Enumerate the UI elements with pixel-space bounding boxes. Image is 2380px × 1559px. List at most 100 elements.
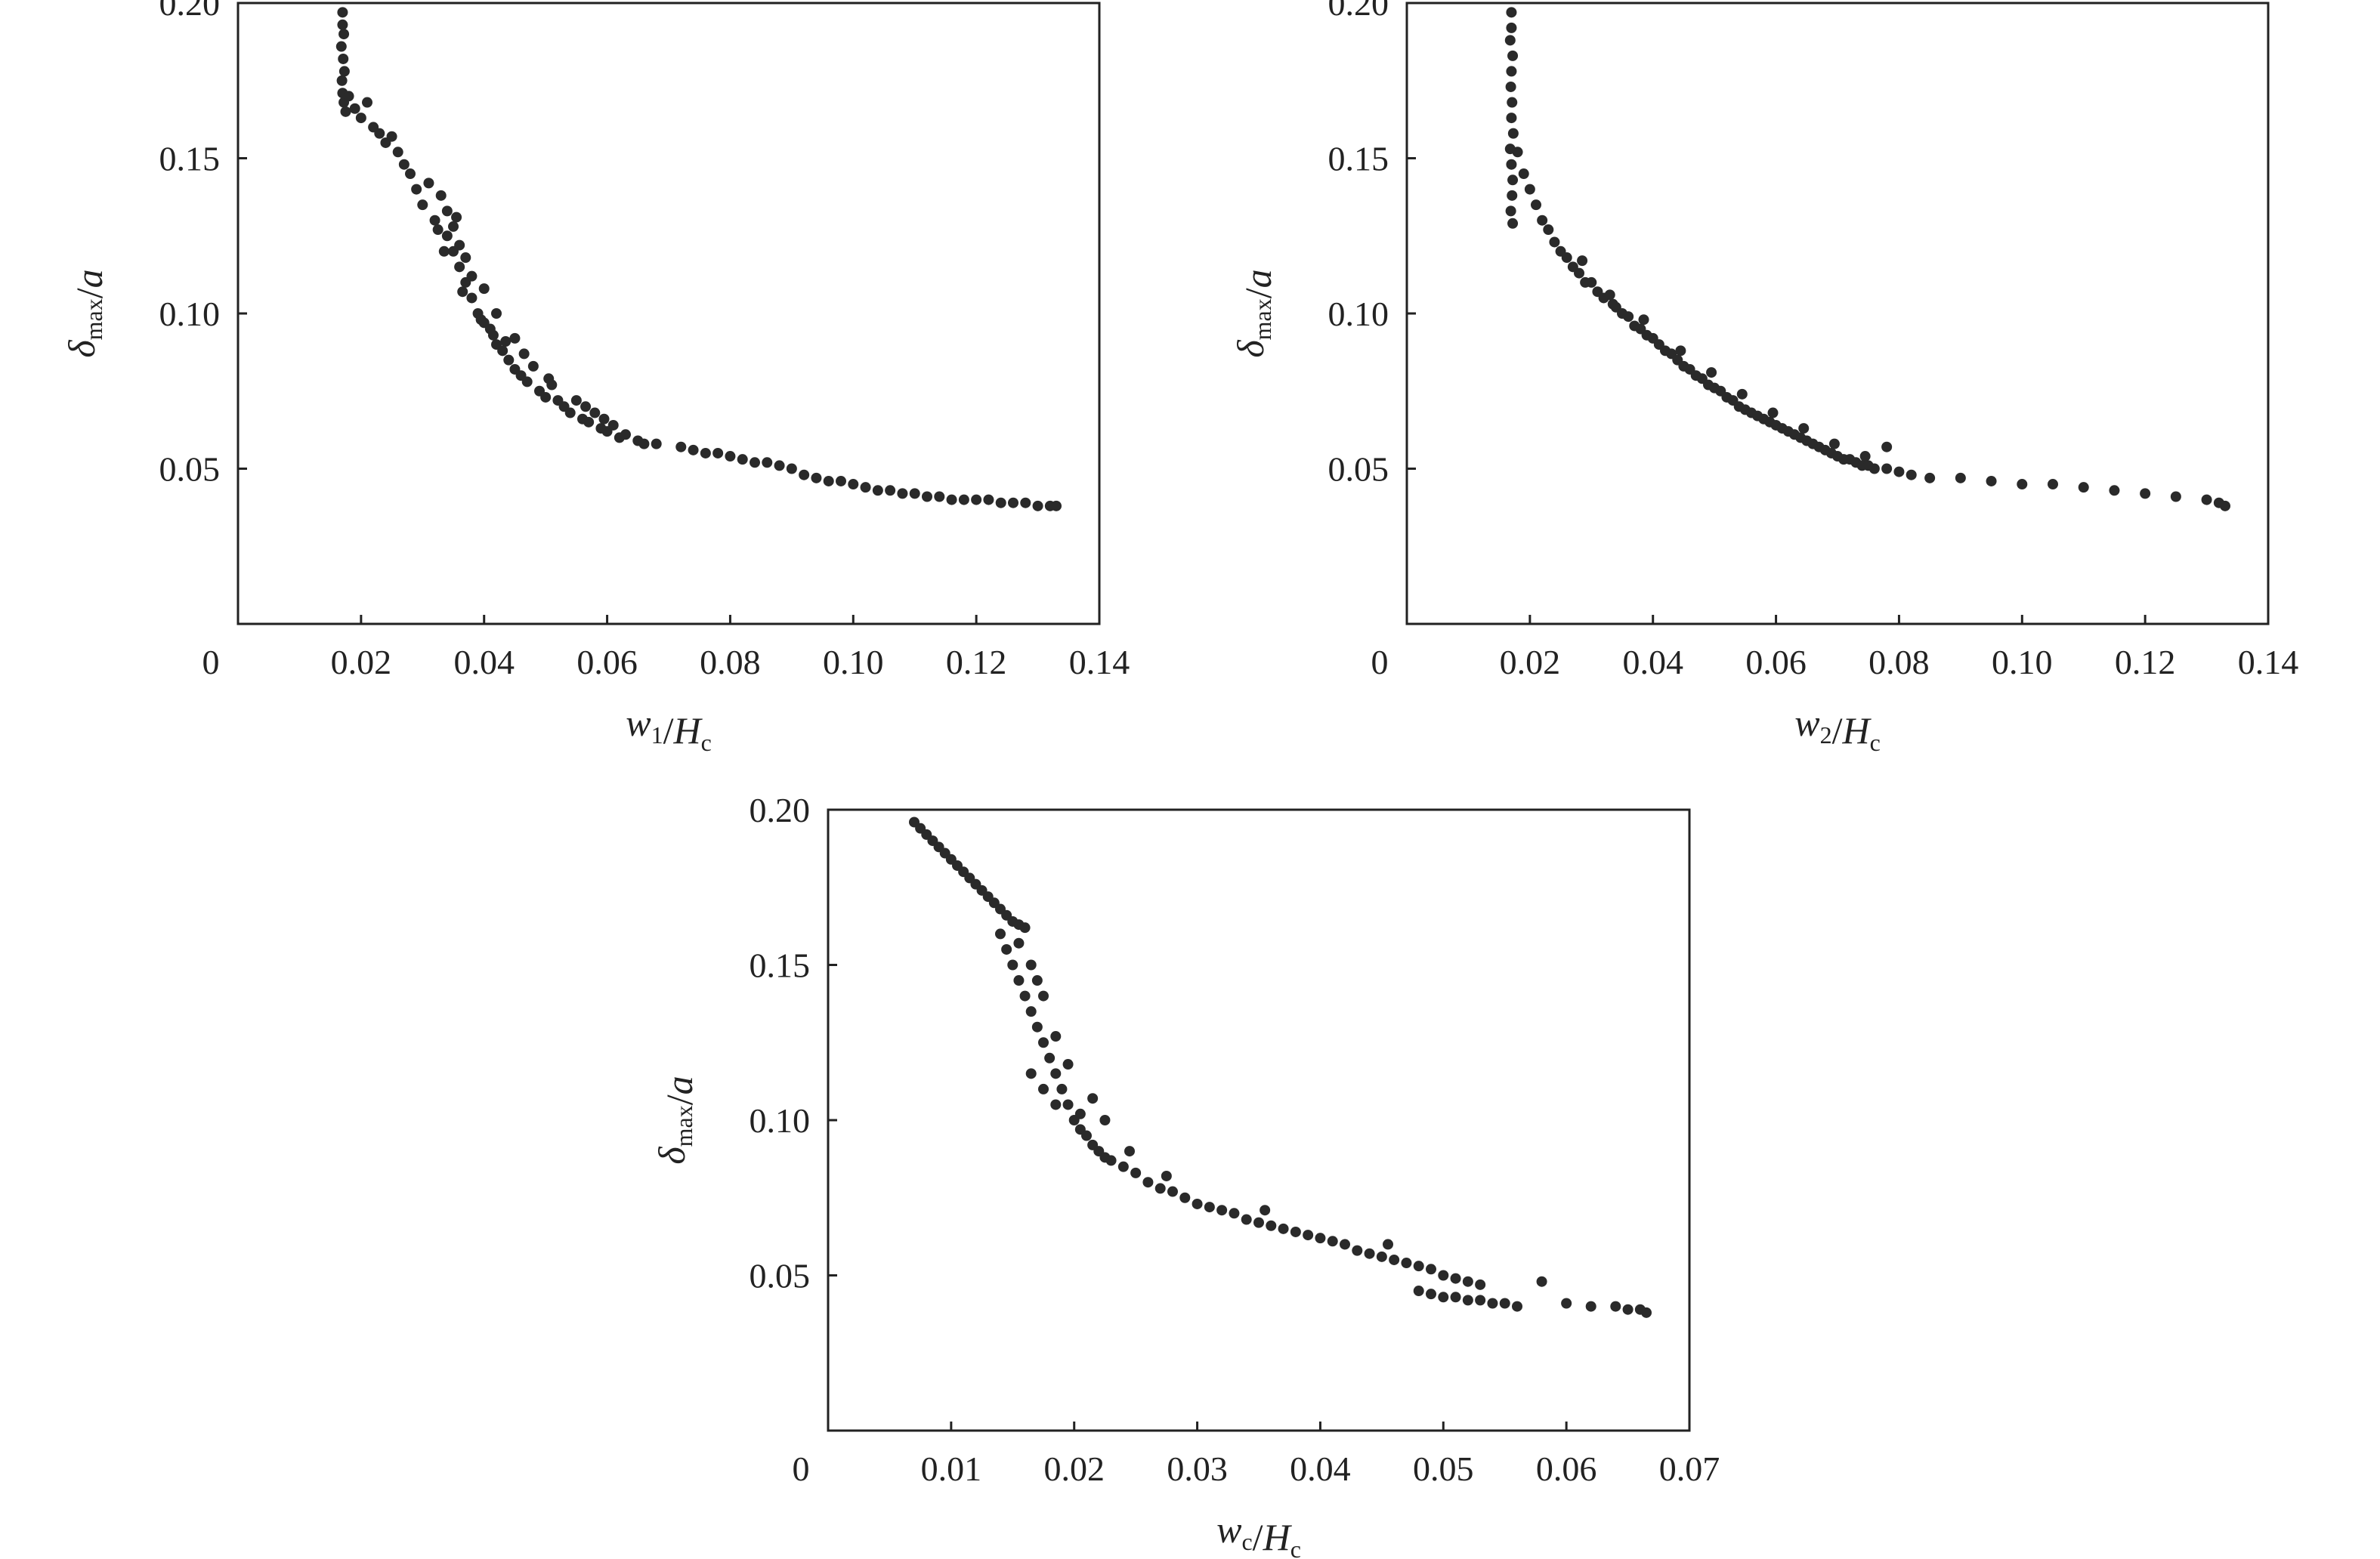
data-point [1505,81,1516,92]
data-point [441,205,453,217]
data-point [1610,1301,1621,1312]
data-point [1192,1198,1203,1209]
data-point [1893,466,1905,477]
data-point [2140,488,2151,499]
y-axis-label: δmax/a [60,269,110,357]
x-tick-label: 0.03 [1167,1449,1228,1488]
data-point [712,447,724,458]
data-point [971,494,982,505]
data-point [475,314,487,326]
data-point [1868,463,1880,474]
data-point [1450,1273,1461,1284]
data-point [1001,943,1012,955]
data-point [337,19,348,30]
data-point [1507,97,1518,108]
data-point [1507,50,1519,61]
data-point [1506,66,1517,77]
data-point [432,224,444,236]
data-point [620,429,631,440]
data-point [374,128,385,139]
data-point [1266,1220,1277,1231]
data-point [1531,199,1541,211]
data-point [521,376,533,387]
data-point [454,261,465,273]
data-point [1574,267,1584,279]
data-point [750,457,760,468]
data-point [454,239,465,251]
data-point [518,348,530,360]
data-point [774,460,785,471]
origin-label: 0 [1371,643,1389,681]
data-point [872,485,883,496]
data-point [1512,1301,1522,1312]
data-point [362,97,372,108]
x-axis-label: w2/Hc [1794,702,1881,756]
y-tick-label: 0.15 [159,140,221,178]
data-point [1505,205,1516,217]
data-point [1025,1068,1037,1079]
data-point [1117,1161,1129,1172]
data-point [457,286,468,298]
data-point [340,106,351,117]
data-point [1179,1192,1191,1203]
data-point [1087,1093,1099,1104]
data-point [1955,472,1966,483]
data-point [500,335,512,347]
data-point [1504,35,1516,46]
data-point [1506,159,1517,170]
data-point [1099,1115,1111,1125]
x-tick-label: 0.12 [946,643,1007,681]
plot-frame [827,808,1691,1432]
x-tick-label: 0.05 [1413,1449,1474,1488]
data-point [700,447,711,458]
data-point [429,215,440,226]
x-tick-label: 0.02 [1500,643,1561,681]
data-point [1130,1167,1142,1178]
data-point [1675,345,1686,357]
data-point [651,438,662,449]
data-point [1798,423,1810,434]
data-point [1426,1264,1436,1275]
data-point [336,75,348,86]
data-point [1506,113,1517,124]
x-axis-label: w1/Hc [626,702,712,756]
y-axis-label: δmax/a [651,1076,700,1164]
data-point [1290,1226,1301,1237]
data-point [1364,1248,1375,1259]
data-point [580,401,592,412]
data-point [337,7,348,18]
data-point [1906,469,1917,480]
x-tick-label: 0.04 [453,643,515,681]
scatter-panel-w1: 0 0.02 0.04 0.06 0.08 0.10 0.12 0.14 0.05 0.10 0.1… [60,0,1130,756]
data-point [1038,990,1049,1002]
data-point [527,360,539,372]
data-point [799,469,810,480]
data-point [1032,500,1043,511]
data-point [1475,1295,1486,1306]
x-tick-label: 0.12 [2115,643,2176,681]
data-point [1013,937,1025,949]
data-point [338,53,349,64]
data-point [1260,1205,1271,1216]
data-point [811,472,822,483]
data-point [2048,479,2058,490]
data-point [1450,1292,1461,1303]
data-point [451,211,462,223]
data-point [1050,1068,1062,1079]
data-point [786,463,797,474]
data-point [1413,1261,1424,1272]
data-point [688,444,699,455]
data-point [675,441,687,452]
data-point [1074,1108,1086,1119]
x-tick-label: 0.10 [1992,643,2053,681]
data-point [487,329,499,341]
data-point [349,103,360,114]
data-point [1524,184,1535,195]
data-point [564,407,576,418]
data-point [1315,1233,1326,1244]
x-tick-label: 0.08 [1868,643,1930,681]
data-point [1327,1236,1338,1247]
data-point [2201,494,2212,505]
data-point [570,395,582,406]
